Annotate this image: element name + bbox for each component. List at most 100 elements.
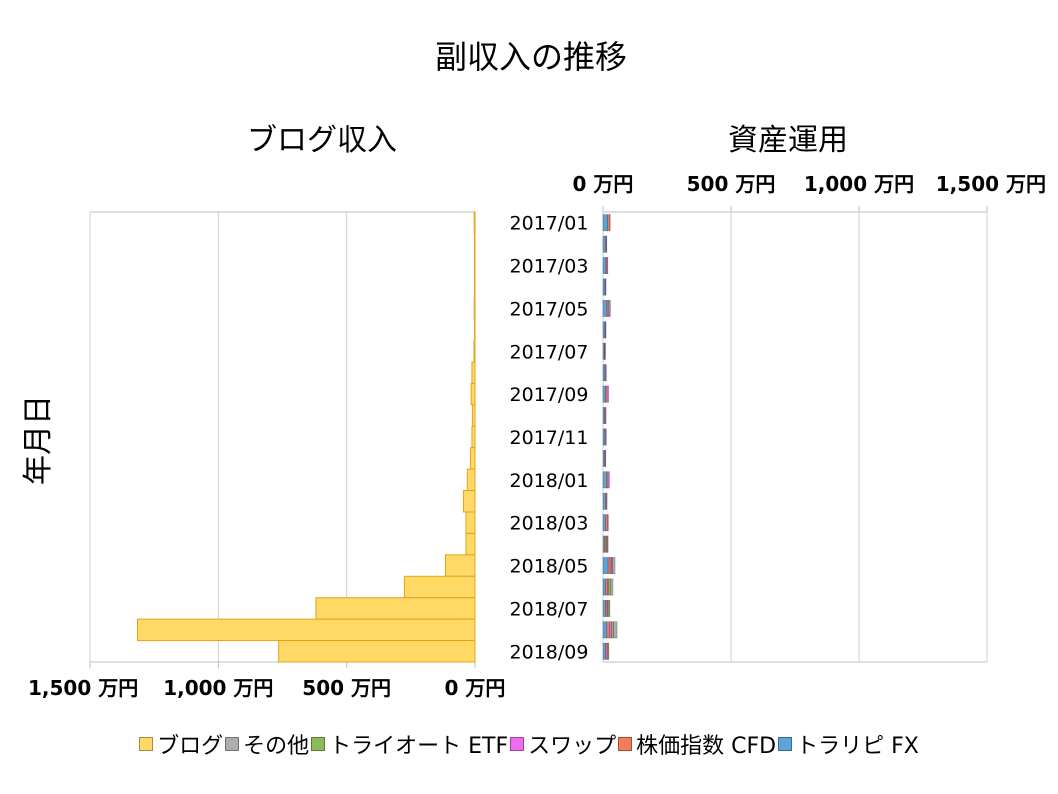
- bar-segment: [605, 578, 608, 596]
- category-label: 2017/11: [510, 427, 589, 449]
- bar-blog: [471, 361, 476, 384]
- right-axis-tick-label: 1,500 万円: [936, 172, 1046, 196]
- right-panel-title: 資産運用: [728, 123, 848, 158]
- bar-segment: [605, 321, 607, 339]
- right-axis-tick-label: 500 万円: [687, 172, 776, 196]
- bar-segment: [602, 578, 606, 596]
- category-label: 2017/09: [510, 384, 589, 406]
- bar-segment: [602, 257, 607, 275]
- legend-item: 株価指数 CFD: [618, 728, 776, 760]
- category-label: 2018/01: [510, 470, 589, 492]
- legend-item: スワップ: [510, 728, 616, 760]
- category-label: 2018/07: [510, 598, 589, 620]
- bar-segment: [605, 449, 607, 467]
- bar-blog: [465, 511, 476, 534]
- bar-blog: [473, 254, 476, 277]
- bar-segment: [607, 642, 610, 660]
- legend-swatch: [139, 737, 154, 751]
- bar-blog: [473, 340, 476, 363]
- legend-label: 株価指数 CFD: [636, 734, 777, 759]
- bar-segment: [606, 257, 609, 275]
- bar-segment: [602, 471, 608, 489]
- bar-segment: [602, 364, 606, 382]
- bar-segment: [602, 492, 606, 510]
- legend-swatch: [311, 737, 326, 751]
- bar-segment: [602, 599, 606, 617]
- category-label: 2018/09: [510, 641, 589, 663]
- legend-swatch: [225, 737, 240, 751]
- bar-segment: [611, 621, 614, 639]
- bar-blog: [473, 211, 476, 234]
- bar-segment: [608, 299, 611, 317]
- legend-item: その他: [225, 728, 309, 760]
- bar-segment: [602, 621, 608, 639]
- category-label: 2018/05: [510, 556, 589, 578]
- bar-blog: [471, 425, 476, 449]
- category-label: 2017/05: [510, 298, 589, 320]
- bar-segment: [602, 235, 606, 253]
- bar-segment: [607, 214, 610, 232]
- bar-blog: [473, 275, 476, 299]
- category-label: 2017/07: [510, 341, 589, 363]
- bar-blog: [469, 447, 476, 470]
- bar-segment: [605, 514, 608, 532]
- legend-label: ブログ: [157, 734, 224, 759]
- bar-segment: [602, 642, 606, 660]
- bar-blog: [473, 318, 476, 342]
- legend: ブログ その他 トライオート ETF スワップ 株価指数 CFD トラリピ FX: [0, 728, 1058, 760]
- legend-swatch: [510, 737, 525, 751]
- legend-swatch: [778, 737, 793, 751]
- bar-blog: [465, 532, 476, 556]
- bar-blog: [444, 554, 476, 577]
- bar-segment: [606, 235, 608, 253]
- category-label: 2018/03: [510, 513, 589, 535]
- bar-segment: [605, 364, 607, 382]
- bar-segment: [610, 578, 614, 596]
- legend-item: トライオート ETF: [311, 728, 508, 760]
- bar-segment: [605, 428, 607, 446]
- left-axis-tick-label: 0 万円: [445, 676, 506, 700]
- legend-label: その他: [243, 734, 310, 759]
- left-panel-title: ブログ収入: [247, 123, 397, 158]
- bar-segment: [606, 621, 610, 639]
- bar-segment: [606, 492, 608, 510]
- right-axis-tick-label: 1,000 万円: [804, 172, 914, 196]
- bar-segment: [602, 428, 606, 446]
- bar-blog: [471, 404, 476, 427]
- bar-segment: [602, 514, 606, 532]
- bar-segment: [602, 321, 606, 339]
- legend-label: トライオート ETF: [329, 734, 509, 759]
- left-axis-tick-label: 500 万円: [302, 676, 391, 700]
- bar-blog: [462, 490, 476, 513]
- bar-segment: [605, 407, 607, 425]
- legend-swatch: [618, 737, 633, 751]
- legend-label: トラリピ FX: [796, 734, 919, 759]
- category-label: 2017/03: [510, 256, 589, 278]
- bar-segment: [607, 471, 610, 489]
- bar-segment: [609, 621, 612, 639]
- category-label: 2017/01: [510, 213, 589, 235]
- bar-segment: [604, 342, 606, 360]
- left-axis-tick-label: 1,000 万円: [163, 676, 273, 700]
- chart-title: 副収入の推移: [435, 38, 627, 76]
- bar-segment: [607, 535, 609, 553]
- bar-blog: [473, 232, 476, 256]
- bar-segment: [606, 385, 609, 403]
- bar-segment: [602, 214, 608, 232]
- legend-label: スワップ: [528, 734, 617, 759]
- y-axis-label: 年月日: [21, 395, 56, 485]
- bar-segment: [608, 599, 611, 617]
- bar-segment: [613, 621, 618, 639]
- bar-segment: [602, 557, 609, 575]
- bar-blog: [470, 382, 476, 406]
- bar-segment: [608, 578, 611, 596]
- bar-blog: [466, 468, 476, 492]
- bar-segment: [609, 214, 611, 232]
- bar-blog: [136, 618, 476, 642]
- bar-segment: [605, 278, 607, 296]
- bar-segment: [602, 385, 606, 403]
- bar-segment: [602, 278, 606, 296]
- bar-segment: [612, 557, 616, 575]
- legend-item: トラリピ FX: [778, 728, 919, 760]
